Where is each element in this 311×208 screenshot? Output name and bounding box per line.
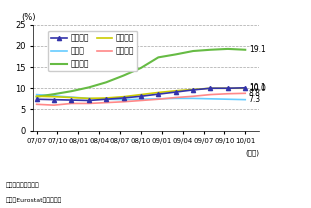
イタリア — [122, 100, 125, 103]
フランス — [174, 89, 178, 92]
スペイン — [104, 81, 108, 84]
イタリア — [209, 93, 212, 96]
ユーロ圏 — [209, 87, 212, 89]
フランス — [70, 96, 73, 99]
ドイツ — [52, 95, 56, 97]
ドイツ — [191, 97, 195, 100]
イタリア — [35, 103, 39, 105]
フランス — [156, 91, 160, 94]
ユーロ圏 — [156, 93, 160, 95]
ユーロ圏 — [87, 99, 91, 102]
スペイン — [70, 90, 73, 92]
ドイツ — [70, 96, 73, 98]
イタリア — [87, 102, 91, 105]
Legend: ユーロ圏, ドイツ, スペイン, フランス, イタリア: ユーロ圏, ドイツ, スペイン, フランス, イタリア — [48, 31, 137, 72]
Line: ユーロ圏: ユーロ圏 — [35, 86, 247, 103]
スペイン — [87, 86, 91, 89]
スペイン — [226, 48, 230, 50]
スペイン — [244, 48, 247, 51]
イタリア — [70, 102, 73, 105]
Line: フランス: フランス — [37, 88, 245, 98]
フランス — [209, 87, 212, 89]
スペイン — [52, 93, 56, 95]
スペイン — [139, 67, 143, 69]
フランス — [244, 87, 247, 89]
スペイン — [191, 50, 195, 52]
Text: 7.3: 7.3 — [249, 95, 261, 104]
イタリア — [244, 92, 247, 95]
ユーロ圏 — [139, 95, 143, 98]
フランス — [226, 87, 230, 89]
フランス — [122, 95, 125, 98]
Text: 8.8: 8.8 — [249, 89, 261, 98]
イタリア — [156, 98, 160, 100]
フランス — [191, 88, 195, 91]
Text: 10.0: 10.0 — [249, 84, 266, 93]
フランス — [35, 95, 39, 98]
ドイツ — [174, 97, 178, 100]
Text: 資料：Eurostatから作成。: 資料：Eurostatから作成。 — [6, 197, 63, 203]
イタリア — [104, 101, 108, 104]
Line: スペイン: スペイン — [37, 49, 245, 97]
Line: イタリア: イタリア — [37, 93, 245, 105]
イタリア — [52, 104, 56, 106]
ドイツ — [35, 93, 39, 96]
Text: 19.1: 19.1 — [249, 45, 266, 54]
スペイン — [122, 74, 125, 77]
Y-axis label: (%): (%) — [21, 13, 36, 22]
ドイツ — [226, 98, 230, 100]
ユーロ圏 — [226, 87, 230, 89]
ユーロ圏 — [104, 98, 108, 100]
ユーロ圏 — [174, 91, 178, 93]
スペイン — [174, 53, 178, 56]
イタリア — [174, 96, 178, 99]
スペイン — [156, 56, 160, 59]
スペイン — [209, 48, 212, 51]
ドイツ — [209, 98, 212, 100]
スペイン — [35, 95, 39, 98]
ドイツ — [139, 98, 143, 100]
ドイツ — [244, 98, 247, 101]
フランス — [104, 97, 108, 99]
ユーロ圏 — [244, 87, 247, 89]
イタリア — [139, 99, 143, 102]
フランス — [139, 93, 143, 96]
ドイツ — [104, 98, 108, 100]
ユーロ圏 — [52, 98, 56, 101]
イタリア — [226, 93, 230, 95]
Text: (年月): (年月) — [245, 150, 259, 156]
ドイツ — [122, 98, 125, 101]
ユーロ圏 — [122, 97, 125, 99]
Text: 備考：季節調整値。: 備考：季節調整値。 — [6, 183, 40, 188]
ユーロ圏 — [35, 98, 39, 100]
ユーロ圏 — [191, 89, 195, 91]
ドイツ — [156, 98, 160, 100]
イタリア — [191, 95, 195, 98]
フランス — [87, 97, 91, 100]
Line: ドイツ: ドイツ — [37, 95, 245, 100]
ドイツ — [87, 97, 91, 100]
ユーロ圏 — [70, 99, 73, 101]
Text: 10.1: 10.1 — [249, 83, 266, 92]
フランス — [52, 95, 56, 98]
